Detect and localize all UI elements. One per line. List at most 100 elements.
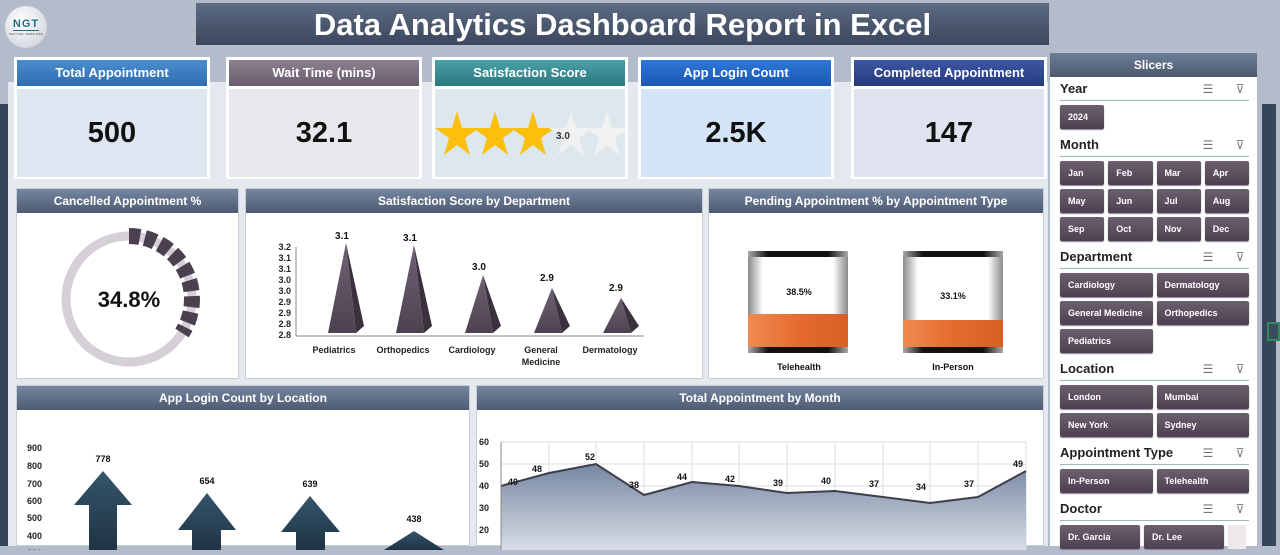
svg-text:38.5%: 38.5% [786, 287, 812, 297]
clear-filter-icon[interactable]: ⊽ [1235, 501, 1245, 516]
page-title: Data Analytics Dashboard Report in Excel [196, 3, 1049, 45]
svg-text:3.1: 3.1 [403, 233, 417, 244]
slicer-item[interactable]: In-Person [1060, 469, 1153, 493]
slicer-month: Month ☰ ⊽ Jan Feb Mar Apr May Jun Jul Au… [1050, 133, 1257, 241]
star-filled-icon [511, 111, 555, 155]
multi-select-icon[interactable]: ☰ [1202, 361, 1214, 376]
clear-filter-icon[interactable]: ⊽ [1235, 137, 1245, 152]
svg-text:40: 40 [821, 476, 831, 486]
svg-text:3.0: 3.0 [278, 275, 291, 285]
slicer-item[interactable]: Sydney [1156, 413, 1249, 437]
arrow-bar [178, 493, 236, 550]
svg-text:49: 49 [1013, 459, 1023, 469]
svg-text:2.9: 2.9 [609, 283, 623, 294]
logo-text: NGT [12, 17, 40, 31]
svg-text:3.0: 3.0 [472, 262, 486, 273]
clear-filter-icon[interactable]: ⊽ [1235, 361, 1245, 376]
slicer-label: Month [1060, 137, 1099, 152]
slicer-item[interactable]: Jun [1108, 189, 1153, 213]
star-rating: 3.0 [435, 89, 625, 177]
pending-appointment-panel: Pending Appointment % by Appointment Typ… [708, 188, 1044, 379]
star-rating-graphic: 3.0 [435, 111, 625, 155]
arrow-bar [384, 531, 444, 550]
svg-text:38: 38 [629, 480, 639, 490]
slicer-item[interactable]: Feb [1108, 161, 1153, 185]
slicer-item[interactable]: Dr. Lee [1144, 525, 1224, 549]
cancelled-donut-chart[interactable]: 34.8% [17, 213, 238, 378]
cancelled-appointment-panel: Cancelled Appointment % 34.8% [16, 188, 239, 379]
svg-text:500: 500 [27, 513, 42, 523]
multi-select-icon[interactable]: ☰ [1202, 445, 1214, 460]
svg-text:400: 400 [27, 531, 42, 541]
arrow-bar [281, 496, 340, 550]
slicer-item[interactable]: Dec [1204, 217, 1249, 241]
slicer-item[interactable]: Telehealth [1156, 469, 1249, 493]
slicer-location: Location ☰ ⊽ London Mumbai New York Sydn… [1050, 357, 1257, 437]
kpi-label: App Login Count [641, 60, 831, 86]
panel-title: App Login Count by Location [17, 386, 469, 410]
pyramid-general-medicine [534, 288, 570, 333]
slicer-item[interactable]: Jul [1156, 189, 1201, 213]
svg-text:900: 900 [27, 443, 42, 453]
kpi-value: 2.5K [641, 89, 831, 177]
multi-select-icon[interactable]: ☰ [1202, 81, 1214, 96]
multi-select-icon[interactable]: ☰ [1202, 501, 1214, 516]
multi-select-icon[interactable]: ☰ [1202, 137, 1214, 152]
slicer-item[interactable]: Dermatology [1156, 273, 1249, 297]
kpi-label: Total Appointment [17, 60, 207, 86]
slicer-item[interactable]: Jan [1060, 161, 1105, 185]
cell-selection-marker[interactable] [1267, 322, 1280, 341]
svg-text:20: 20 [479, 525, 489, 535]
slicer-item[interactable]: Orthopedics [1156, 301, 1249, 325]
svg-text:Telehealth: Telehealth [777, 362, 821, 372]
svg-text:654: 654 [199, 476, 214, 486]
multi-select-icon[interactable]: ☰ [1202, 249, 1214, 264]
appointment-area-chart[interactable]: 60 50 40 30 20 40 48 52 38 44 42 39 40 3… [477, 410, 1043, 550]
pyramid-pediatrics [328, 243, 364, 333]
pyramid-orthopedics [396, 245, 432, 333]
clear-filter-icon[interactable]: ⊽ [1235, 81, 1245, 96]
satisfaction-pyramid-chart[interactable]: 3.2 3.1 3.1 3.0 3.0 2.9 2.9 2.8 2.8 3.1 … [246, 213, 702, 378]
svg-text:3.0: 3.0 [278, 286, 291, 296]
slicer-item[interactable]: 2024 [1060, 105, 1104, 129]
login-arrow-chart[interactable]: 900 800 700 600 500 400 300 778 654 639 … [17, 410, 469, 555]
svg-text:600: 600 [27, 496, 42, 506]
pending-cylinder-chart[interactable]: 38.5% Telehealth 33.1% In-Person [709, 213, 1043, 378]
kpi-completed-appointment: Completed Appointment 147 [851, 57, 1047, 179]
svg-text:3.1: 3.1 [335, 231, 349, 242]
slicer-item[interactable]: Dr. Garcia [1060, 525, 1140, 549]
cylinder-telehealth: 38.5% Telehealth [748, 251, 848, 372]
appointment-by-month-panel: Total Appointment by Month 60 50 40 30 2… [476, 385, 1044, 550]
slicer-item[interactable]: Mumbai [1156, 385, 1249, 409]
slicer-item[interactable]: New York [1060, 413, 1153, 437]
svg-text:48: 48 [532, 464, 542, 474]
slicer-item[interactable]: Oct [1108, 217, 1153, 241]
logo-subtext: NEXT GEN TEMPLATES [9, 31, 43, 36]
svg-text:2.9: 2.9 [278, 308, 291, 318]
svg-text:40: 40 [479, 481, 489, 491]
login-by-location-panel: App Login Count by Location 900 800 700 … [16, 385, 470, 555]
panel-title: Satisfaction Score by Department [246, 189, 702, 213]
slicer-item[interactable]: Aug [1204, 189, 1249, 213]
slicers-title: Slicers [1050, 53, 1257, 77]
slicer-item[interactable]: Nov [1156, 217, 1201, 241]
slicer-scrollbar[interactable] [1228, 525, 1246, 549]
slicer-item[interactable]: Mar [1156, 161, 1201, 185]
slicer-item[interactable]: May [1060, 189, 1105, 213]
slicer-item[interactable]: London [1060, 385, 1153, 409]
svg-text:800: 800 [27, 461, 42, 471]
svg-text:700: 700 [27, 479, 42, 489]
clear-filter-icon[interactable]: ⊽ [1235, 249, 1245, 264]
kpi-wait-time: Wait Time (mins) 32.1 [226, 57, 422, 179]
svg-text:37: 37 [964, 479, 974, 489]
slicer-item[interactable]: Sep [1060, 217, 1105, 241]
kpi-app-login-count: App Login Count 2.5K [638, 57, 834, 179]
slicer-item[interactable]: Cardiology [1060, 273, 1153, 297]
slicer-item[interactable]: Pediatrics [1060, 329, 1153, 353]
star-empty-icon [585, 111, 625, 155]
svg-text:Pediatrics: Pediatrics [312, 345, 355, 355]
svg-text:60: 60 [479, 437, 489, 447]
slicer-item[interactable]: Apr [1204, 161, 1249, 185]
slicer-item[interactable]: General Medicine [1060, 301, 1153, 325]
clear-filter-icon[interactable]: ⊽ [1235, 445, 1245, 460]
